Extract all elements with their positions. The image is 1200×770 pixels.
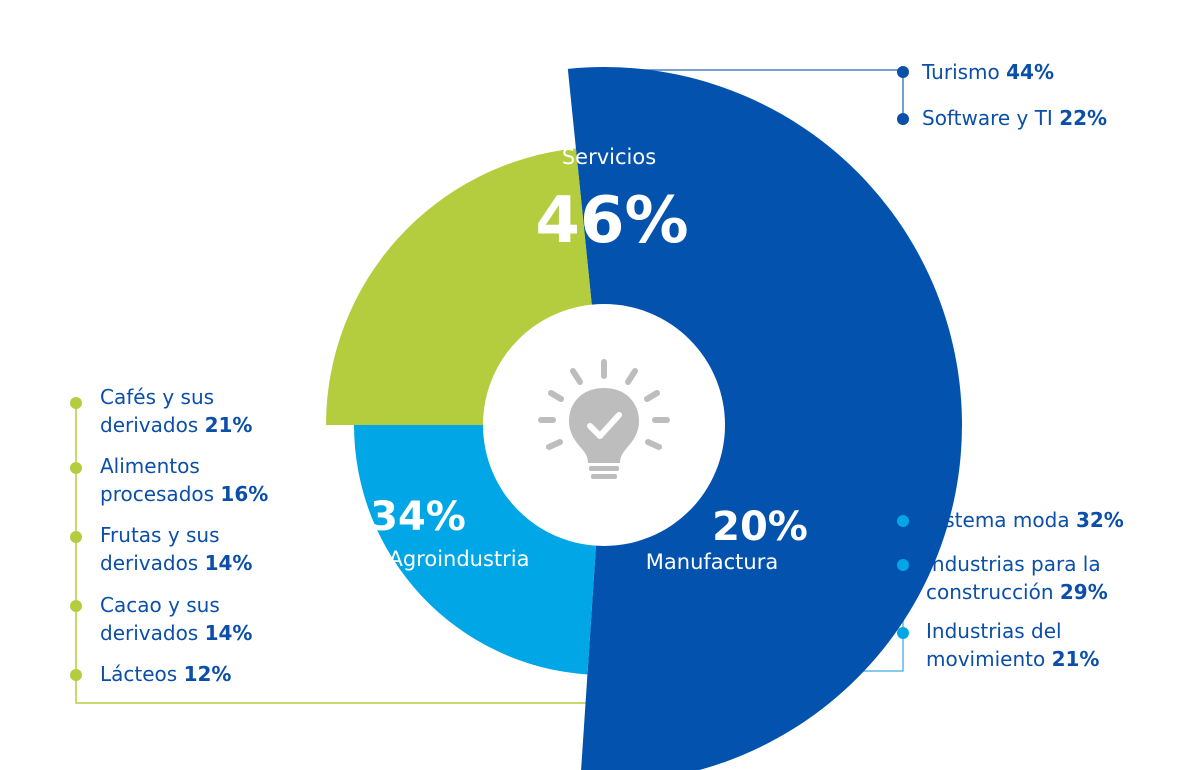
legend-cacao-line2: derivados [100, 621, 199, 645]
agroindustria-connector [75, 400, 604, 704]
agroindustria-name: Agroindustria [388, 547, 529, 571]
legend-dot-lacteos [70, 669, 82, 681]
legend-cafes-line1: Cafés y sus [100, 385, 215, 409]
legend-turismo: Turismo 44% [922, 58, 1054, 86]
legend-movimiento-line2: movimiento [926, 647, 1046, 671]
legend-cacao-value: 14% [204, 621, 253, 645]
legend-moda: Sistema moda 32% [926, 506, 1124, 534]
legend-dot-alimentos [70, 462, 82, 474]
legend-construccion-value: 29% [1059, 580, 1108, 604]
legend-turismo-value: 44% [1006, 60, 1055, 84]
legend-cacao-line1: Cacao y sus [100, 593, 220, 617]
legend-software-value: 22% [1059, 106, 1108, 130]
legend-frutas-line1: Frutas y sus [100, 523, 220, 547]
legend-construccion-line2: construcción [926, 580, 1054, 604]
legend-construccion-line1: Industrias para la [926, 552, 1101, 576]
legend-frutas-line2: derivados [100, 551, 199, 575]
legend-cafes-value: 21% [204, 413, 253, 437]
legend-cafes: Cafés y sus derivados 21% [100, 383, 252, 439]
legend-movimiento-line1: Industrias del [926, 619, 1062, 643]
legend-movimiento: Industrias del movimiento 21% [926, 617, 1099, 673]
legend-dot-frutas [70, 531, 82, 543]
legend-frutas: Frutas y sus derivados 14% [100, 521, 252, 577]
legend-moda-value: 32% [1075, 508, 1124, 532]
legend-alimentos-line1: Alimentos [100, 454, 200, 478]
legend-moda-name: Sistema moda [926, 508, 1070, 532]
legend-construccion: Industrias para la construcción 29% [926, 550, 1108, 606]
legend-alimentos-value: 16% [220, 482, 269, 506]
legend-dots [70, 66, 909, 681]
legend-lacteos: Lácteos 12% [100, 660, 231, 688]
servicios-percent: 46% [535, 184, 688, 258]
manufactura-percent: 20% [712, 504, 808, 550]
legend-software-name: Software y TI [922, 106, 1053, 130]
segment-servicios[interactable] [567, 67, 962, 770]
legend-dot-cacao [70, 600, 82, 612]
legend-dot-moda [897, 515, 909, 527]
agroindustria-percent: 34% [370, 494, 466, 540]
legend-dot-movimiento [897, 627, 909, 639]
servicios-name: Servicios [562, 145, 656, 169]
legend-cacao: Cacao y sus derivados 14% [100, 591, 252, 647]
legend-lacteos-name: Lácteos [100, 662, 178, 686]
legend-alimentos-line2: procesados [100, 482, 215, 506]
legend-frutas-value: 14% [204, 551, 253, 575]
manufactura-name: Manufactura [646, 550, 778, 574]
legend-lacteos-value: 12% [183, 662, 232, 686]
legend-dot-cafes [70, 397, 82, 409]
legend-movimiento-value: 21% [1051, 647, 1100, 671]
legend-software: Software y TI 22% [922, 104, 1107, 132]
lightbulb-check-icon [538, 359, 670, 479]
legend-alimentos: Alimentos procesados 16% [100, 452, 268, 508]
legend-turismo-name: Turismo [922, 60, 1000, 84]
legend-dot-software [897, 113, 909, 125]
legend-dot-construccion [897, 559, 909, 571]
legend-cafes-line2: derivados [100, 413, 199, 437]
legend-dot-turismo [897, 66, 909, 78]
